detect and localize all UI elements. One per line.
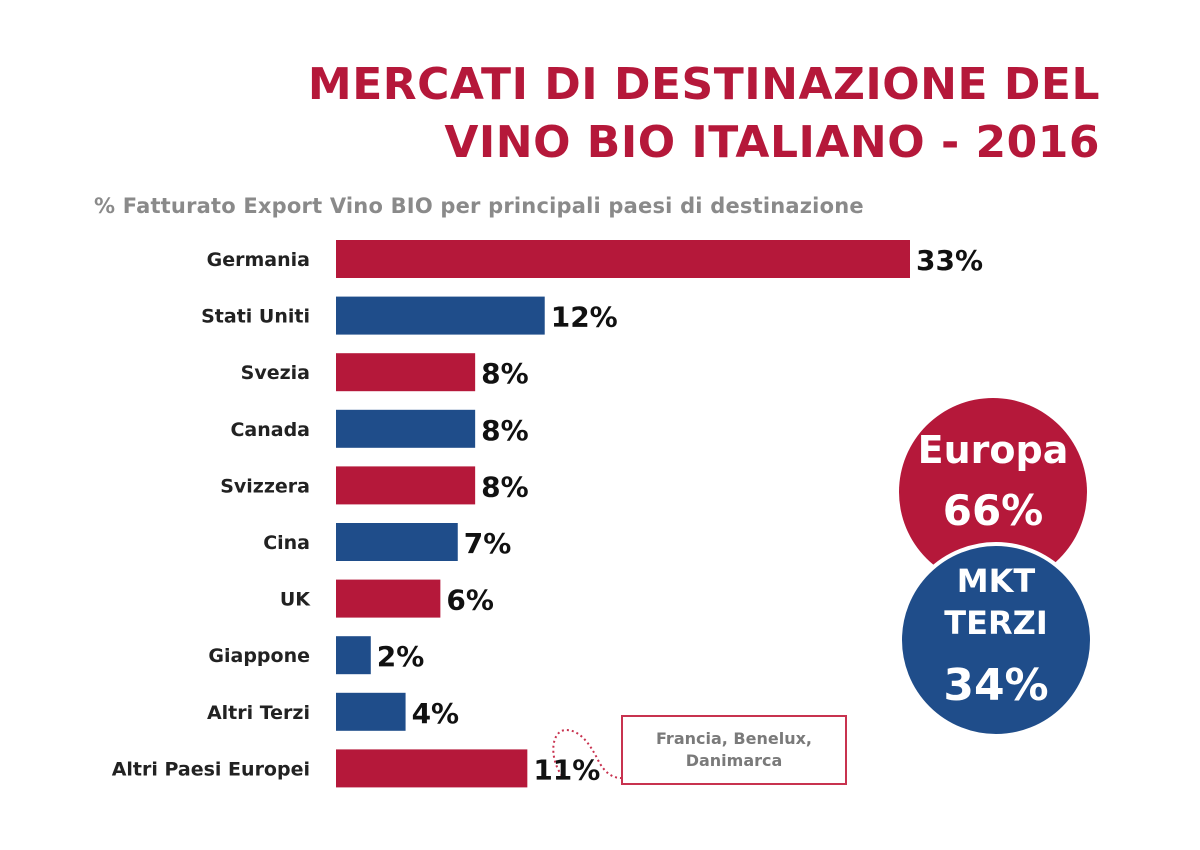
category-label-giappone: Giappone bbox=[208, 645, 310, 667]
bar-germania bbox=[336, 240, 910, 278]
chart-title-line-2: VINO BIO ITALIANO - 2016 bbox=[444, 117, 1100, 168]
europa-summary-name: Europa bbox=[917, 428, 1069, 472]
category-label-svizzera: Svizzera bbox=[220, 475, 310, 497]
bar-cina bbox=[336, 523, 458, 561]
bars-layer: Germania 33% Stati Uniti 12% Svezia 8% Canada 8… bbox=[112, 240, 983, 788]
annotation-connector bbox=[552, 728, 622, 779]
annotation-line-1: Francia, Benelux, bbox=[656, 729, 812, 748]
value-label-germania: 33% bbox=[916, 244, 983, 277]
bar-giappone bbox=[336, 636, 371, 675]
category-label-stati-uniti: Stati Uniti bbox=[201, 306, 310, 328]
annotation-box: Francia, Benelux, Danimarca bbox=[621, 715, 847, 785]
category-label-altri-paesi-europei: Altri Paesi Europei bbox=[112, 758, 310, 780]
europa-summary-value: 66% bbox=[942, 486, 1044, 535]
value-label-cina: 7% bbox=[464, 527, 512, 560]
chart-title-line-1: MERCATI DI DESTINAZIONE DEL bbox=[307, 59, 1100, 110]
value-label-stati-uniti: 12% bbox=[551, 301, 618, 334]
category-label-canada: Canada bbox=[230, 419, 310, 441]
value-label-uk: 6% bbox=[446, 584, 494, 617]
value-label-altri-paesi-europei: 11% bbox=[533, 753, 600, 786]
value-label-svizzera: 8% bbox=[481, 470, 529, 503]
terzi-summary-name: MKT TERZI bbox=[902, 560, 1090, 644]
value-label-canada: 8% bbox=[481, 414, 529, 447]
terzi-summary-value: 34% bbox=[943, 660, 1049, 711]
chart-title: MERCATI DI DESTINAZIONE DEL VINO BIO ITA… bbox=[200, 56, 1100, 172]
terzi-summary-name-line-1: MKT bbox=[956, 562, 1036, 600]
bar-svezia bbox=[336, 353, 476, 392]
chart-subtitle: % Fatturato Export Vino BIO per principa… bbox=[94, 194, 864, 218]
bar-stati-uniti bbox=[336, 296, 545, 335]
category-label-uk: UK bbox=[280, 589, 311, 611]
category-label-cina: Cina bbox=[263, 532, 310, 554]
bar-altri-terzi bbox=[336, 692, 406, 731]
category-label-germania: Germania bbox=[207, 249, 310, 271]
value-label-altri-terzi: 4% bbox=[412, 697, 460, 730]
value-label-giappone: 2% bbox=[377, 640, 425, 673]
value-label-svezia: 8% bbox=[481, 357, 529, 390]
category-label-svezia: Svezia bbox=[241, 362, 310, 384]
bar-uk bbox=[336, 579, 441, 618]
terzi-summary-badge: MKT TERZI 34% bbox=[898, 542, 1094, 738]
bar-altri-paesi-europei bbox=[336, 749, 528, 788]
bar-svizzera bbox=[336, 466, 476, 505]
bar-canada bbox=[336, 409, 476, 448]
annotation-line-2: Danimarca bbox=[685, 751, 783, 770]
category-label-altri-terzi: Altri Terzi bbox=[207, 702, 310, 724]
terzi-summary-name-line-2: TERZI bbox=[944, 604, 1048, 642]
